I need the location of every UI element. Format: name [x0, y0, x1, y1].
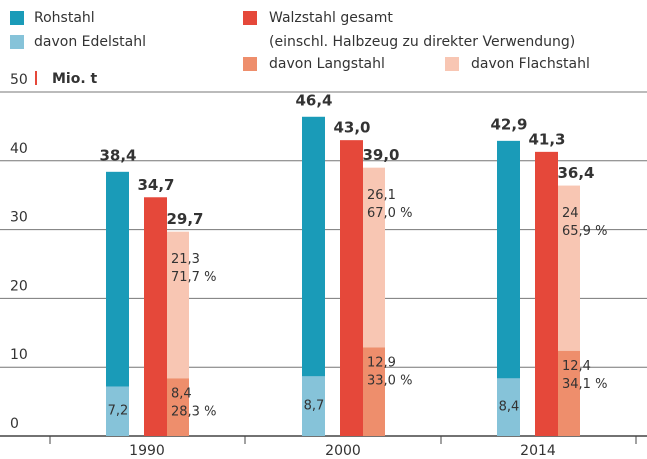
- value-label: 8,4: [171, 387, 192, 402]
- legend-label: davon Edelstahl: [34, 34, 146, 50]
- bar-flachstahl: [558, 185, 580, 351]
- total-label: 36,4: [557, 164, 594, 182]
- bar-langstahl: [363, 347, 385, 436]
- legend-label: Walzstahl gesamt: [269, 10, 393, 26]
- value-label: 12,4: [562, 359, 591, 374]
- legend-label: Rohstahl: [34, 10, 95, 26]
- y-tick-label: 0: [10, 416, 19, 432]
- bar-edelstahl: [106, 386, 129, 436]
- bar-rohstahl: [106, 171, 129, 437]
- total-label: 39,0: [362, 146, 399, 164]
- share-label: 65,9 %: [562, 224, 607, 239]
- value-label: 8,4: [499, 400, 520, 415]
- bar-walzstahl: [144, 197, 167, 436]
- value-label: 43,0: [333, 119, 370, 137]
- value-label: 12,9: [367, 356, 396, 371]
- bar-walzstahl: [340, 140, 363, 436]
- y-tick-label: 40: [10, 141, 28, 157]
- y-tick-label: 10: [10, 347, 28, 363]
- y-tick-label: 20: [10, 278, 28, 294]
- bar-flachstahl: [363, 167, 385, 348]
- value-label: 34,7: [137, 176, 174, 194]
- bar-rohstahl: [302, 116, 325, 436]
- total-label: 29,7: [166, 210, 203, 228]
- bar-walzstahl: [535, 151, 558, 436]
- bar-edelstahl: [302, 376, 325, 436]
- value-label: 46,4: [295, 91, 332, 109]
- legend-swatch: [243, 11, 257, 25]
- bar-edelstahl: [497, 378, 520, 436]
- share-label: 34,1 %: [562, 377, 607, 392]
- unit-label: Mio. t: [52, 71, 98, 87]
- bar-langstahl: [167, 378, 189, 436]
- share-label: 71,7 %: [171, 270, 216, 285]
- bar-rohstahl: [497, 140, 520, 436]
- value-label: 7,2: [108, 404, 129, 419]
- legend-swatch: [10, 35, 24, 49]
- bar-langstahl: [558, 350, 580, 436]
- x-tick-label: 2014: [520, 443, 556, 459]
- value-label: 41,3: [528, 130, 565, 148]
- value-label: 38,4: [99, 146, 136, 164]
- legend-note: (einschl. Halbzeug zu direkter Verwendun…: [269, 34, 575, 50]
- x-tick-label: 1990: [129, 443, 165, 459]
- value-label: 21,3: [171, 252, 200, 267]
- legend-swatch: [243, 57, 257, 71]
- share-label: 33,0 %: [367, 374, 412, 389]
- legend-swatch: [445, 57, 459, 71]
- value-label: 8,7: [304, 399, 325, 414]
- legend-label: davon Langstahl: [269, 56, 385, 72]
- y-tick-label: 30: [10, 210, 28, 226]
- share-label: 67,0 %: [367, 206, 412, 221]
- value-label: 42,9: [490, 115, 527, 133]
- x-tick-label: 2000: [325, 443, 361, 459]
- share-label: 28,3 %: [171, 405, 216, 420]
- value-label: 26,1: [367, 188, 396, 203]
- y-tick-label: 50: [10, 72, 28, 88]
- legend-swatch: [10, 11, 24, 25]
- bar-flachstahl: [167, 231, 189, 379]
- value-label: 24: [562, 206, 579, 221]
- legend-label: davon Flachstahl: [471, 56, 590, 72]
